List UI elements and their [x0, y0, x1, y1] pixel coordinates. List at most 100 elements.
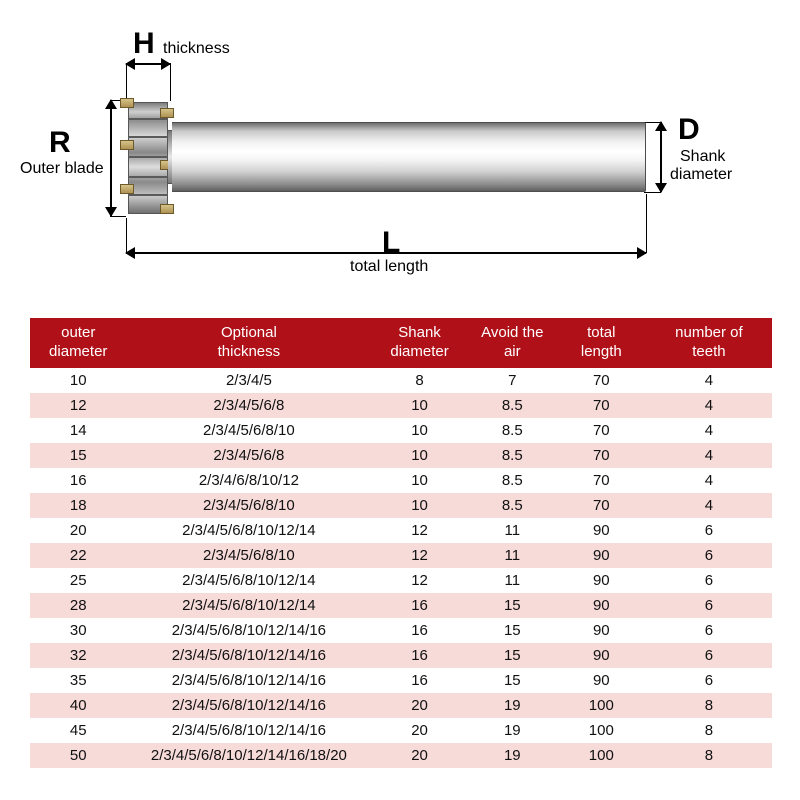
table-cell: 12	[371, 568, 467, 593]
table-cell: 70	[557, 493, 646, 518]
table-row: 162/3/4/6/8/10/12108.5704	[30, 468, 772, 493]
dim-h-arrow	[126, 63, 170, 65]
dim-d-arrow	[660, 122, 662, 192]
table-cell: 10	[371, 393, 467, 418]
table-cell: 70	[557, 468, 646, 493]
table-cell: 11	[468, 543, 557, 568]
table-cell: 6	[646, 568, 772, 593]
table-cell: 100	[557, 743, 646, 768]
table-cell: 90	[557, 668, 646, 693]
table-cell: 90	[557, 643, 646, 668]
table-cell: 70	[557, 368, 646, 393]
table-cell: 16	[30, 468, 126, 493]
table-cell: 2/3/4/5/6/8	[126, 443, 371, 468]
table-cell: 16	[371, 643, 467, 668]
table-cell: 90	[557, 543, 646, 568]
table-cell: 2/3/4/5/6/8/10	[126, 543, 371, 568]
table-header-cell: Avoid theair	[468, 318, 557, 368]
table-header-cell: outerdiameter	[30, 318, 126, 368]
table-cell: 16	[371, 668, 467, 693]
table-cell: 4	[646, 418, 772, 443]
table-row: 452/3/4/5/6/8/10/12/14/1620191008	[30, 718, 772, 743]
table-cell: 32	[30, 643, 126, 668]
table-cell: 20	[371, 718, 467, 743]
table-cell: 16	[371, 618, 467, 643]
table-header-cell: totallength	[557, 318, 646, 368]
cutter-diagram: H thickness R Outer blade D Shank diamet…	[20, 0, 780, 310]
table-header-cell: Optionalthickness	[126, 318, 371, 368]
table-cell: 70	[557, 418, 646, 443]
dim-h-symbol: H	[133, 27, 155, 61]
table-cell: 8	[371, 368, 467, 393]
table-cell: 90	[557, 518, 646, 543]
table-row: 152/3/4/5/6/8108.5704	[30, 443, 772, 468]
table-cell: 90	[557, 593, 646, 618]
table-cell: 2/3/4/5	[126, 368, 371, 393]
dim-l-symbol: L	[382, 226, 400, 260]
table-cell: 10	[371, 418, 467, 443]
table-cell: 8.5	[468, 418, 557, 443]
table-cell: 11	[468, 568, 557, 593]
table-cell: 8.5	[468, 493, 557, 518]
table-cell: 50	[30, 743, 126, 768]
table-row: 222/3/4/5/6/8/101211906	[30, 543, 772, 568]
cutter-shank	[172, 122, 646, 192]
table-cell: 8.5	[468, 468, 557, 493]
dim-l-text: total length	[350, 258, 428, 276]
table-cell: 8	[646, 743, 772, 768]
table-header-cell: Shankdiameter	[371, 318, 467, 368]
table-cell: 6	[646, 618, 772, 643]
table-cell: 2/3/4/5/6/8/10/12/14/16	[126, 693, 371, 718]
table-cell: 2/3/4/5/6/8/10/12/14	[126, 518, 371, 543]
table-cell: 90	[557, 618, 646, 643]
table-cell: 28	[30, 593, 126, 618]
table-cell: 70	[557, 443, 646, 468]
table-cell: 2/3/4/5/6/8/10/12/14	[126, 568, 371, 593]
table-cell: 4	[646, 368, 772, 393]
table-cell: 15	[468, 668, 557, 693]
table-row: 122/3/4/5/6/8108.5704	[30, 393, 772, 418]
table-cell: 90	[557, 568, 646, 593]
table-cell: 12	[30, 393, 126, 418]
table-cell: 4	[646, 493, 772, 518]
table-cell: 4	[646, 393, 772, 418]
table-cell: 18	[30, 493, 126, 518]
table-cell: 45	[30, 718, 126, 743]
table-row: 202/3/4/5/6/8/10/12/141211906	[30, 518, 772, 543]
table-cell: 70	[557, 393, 646, 418]
dim-h-text: thickness	[163, 40, 230, 58]
table-row: 142/3/4/5/6/8/10108.5704	[30, 418, 772, 443]
table-cell: 8	[646, 693, 772, 718]
table-cell: 14	[30, 418, 126, 443]
dim-d-text2: diameter	[670, 166, 732, 184]
table-cell: 2/3/4/5/6/8/10/12/14/16/18/20	[126, 743, 371, 768]
table-row: 302/3/4/5/6/8/10/12/14/161615906	[30, 618, 772, 643]
dim-r-arrow	[110, 100, 112, 216]
table-header-cell: number ofteeth	[646, 318, 772, 368]
table-cell: 2/3/4/5/6/8/10	[126, 418, 371, 443]
table-cell: 2/3/4/5/6/8/10	[126, 493, 371, 518]
table-cell: 10	[30, 368, 126, 393]
dim-d-text1: Shank	[680, 148, 725, 166]
table-cell: 40	[30, 693, 126, 718]
table-row: 252/3/4/5/6/8/10/12/141211906	[30, 568, 772, 593]
cutter-head	[124, 100, 172, 216]
table-header-row: outerdiameterOptionalthicknessShankdiame…	[30, 318, 772, 368]
table-cell: 8.5	[468, 443, 557, 468]
table-cell: 4	[646, 468, 772, 493]
table-cell: 15	[468, 593, 557, 618]
table-cell: 12	[371, 543, 467, 568]
spec-table: outerdiameterOptionalthicknessShankdiame…	[30, 318, 772, 768]
table-cell: 19	[468, 743, 557, 768]
table-row: 322/3/4/5/6/8/10/12/14/161615906	[30, 643, 772, 668]
table-cell: 30	[30, 618, 126, 643]
spec-table-container: outerdiameterOptionalthicknessShankdiame…	[30, 318, 772, 768]
table-cell: 15	[30, 443, 126, 468]
table-cell: 2/3/4/5/6/8/10/12/14	[126, 593, 371, 618]
table-cell: 6	[646, 518, 772, 543]
table-cell: 2/3/4/5/6/8/10/12/14/16	[126, 668, 371, 693]
table-cell: 6	[646, 543, 772, 568]
table-cell: 7	[468, 368, 557, 393]
table-cell: 20	[371, 743, 467, 768]
table-cell: 20	[30, 518, 126, 543]
